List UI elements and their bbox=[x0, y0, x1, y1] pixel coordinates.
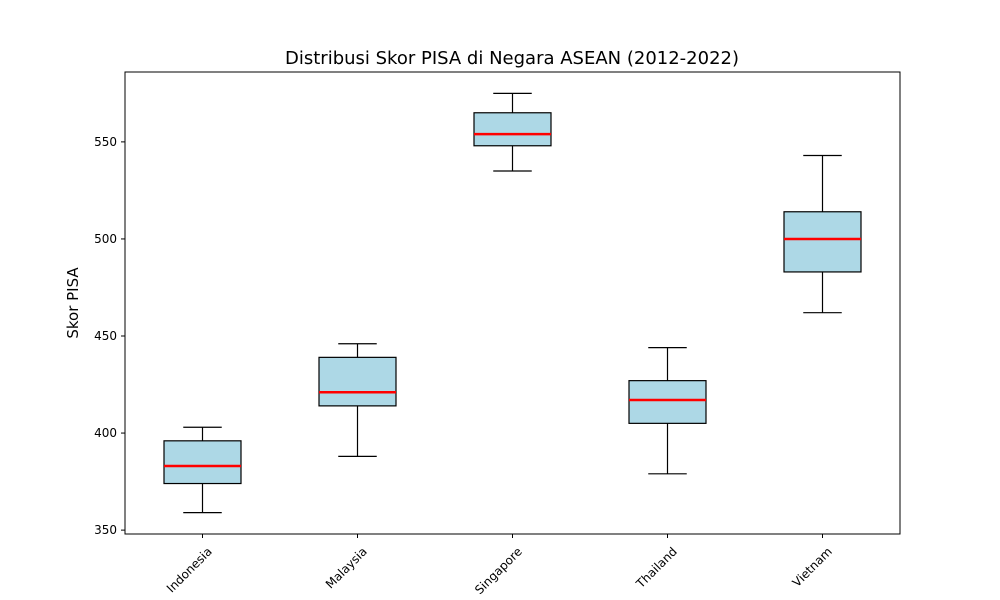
box-malaysia bbox=[318, 356, 397, 407]
chart-title: Distribusi Skor PISA di Negara ASEAN (20… bbox=[285, 48, 739, 69]
x-tick-label-indonesia: Indonesia bbox=[164, 544, 215, 595]
plot-area: 350 400 450 500 550 Indonesia Malaysia Singapor… bbox=[94, 71, 901, 597]
x-tick-label-thailand: Thailand bbox=[633, 544, 680, 591]
y-tick-label-500: 500 bbox=[94, 232, 117, 246]
y-tick-label-450: 450 bbox=[94, 329, 117, 343]
y-tick-label-350: 350 bbox=[94, 523, 117, 537]
box-thailand bbox=[628, 380, 707, 424]
box-vietnam bbox=[783, 211, 862, 273]
x-tick-label-malaysia: Malaysia bbox=[323, 544, 370, 591]
x-tick-label-vietnam: Vietnam bbox=[790, 544, 835, 589]
x-tick-label-singapore: Singapore bbox=[472, 544, 525, 597]
y-tick-label-400: 400 bbox=[94, 426, 117, 440]
box-singapore bbox=[473, 112, 552, 147]
y-tick-label-550: 550 bbox=[94, 135, 117, 149]
y-axis-label: Skor PISA bbox=[64, 267, 82, 339]
box-indonesia bbox=[163, 440, 242, 485]
